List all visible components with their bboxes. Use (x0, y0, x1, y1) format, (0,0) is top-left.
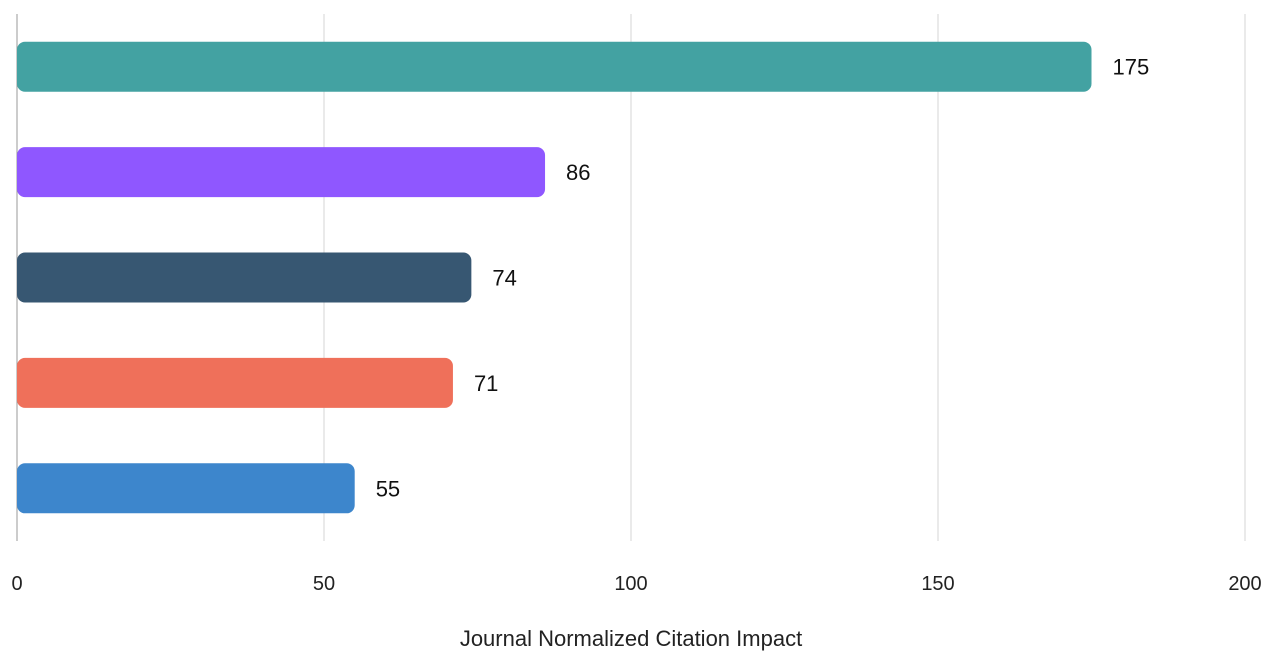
bar-value-label: 55 (376, 476, 400, 501)
bar-value-label: 175 (1113, 55, 1150, 80)
x-tick-label: 50 (313, 573, 335, 595)
bar (17, 357, 453, 408)
data-labels: 175 86 74 71 55 (376, 55, 1150, 502)
bar-value-label: 71 (474, 371, 498, 396)
bar (17, 252, 472, 303)
bar-value-label: 86 (566, 160, 590, 185)
bars (17, 41, 1092, 514)
bar-value-label: 74 (492, 266, 516, 291)
bar (17, 463, 355, 514)
bar (17, 147, 546, 198)
bar (17, 41, 1092, 92)
x-tick-label: 0 (11, 573, 22, 595)
x-axis-title: Journal Normalized Citation Impact (460, 626, 802, 651)
x-tick-label: 150 (921, 573, 954, 595)
gridlines (16, 14, 1246, 541)
x-tick-labels: 0 50 100 150 200 (11, 573, 1261, 595)
x-tick-label: 100 (614, 573, 647, 595)
x-tick-label: 200 (1228, 573, 1261, 595)
